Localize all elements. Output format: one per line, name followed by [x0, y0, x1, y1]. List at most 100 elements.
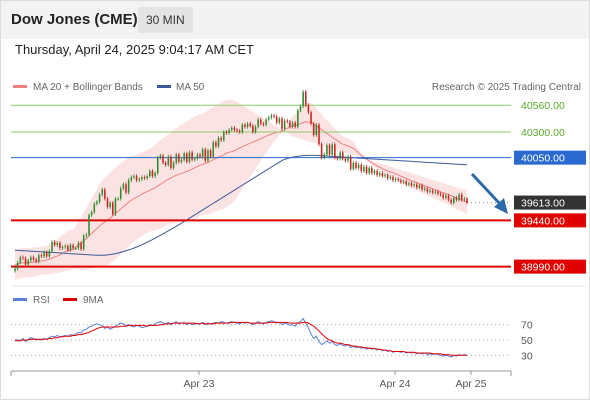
- candle-body-14: [51, 241, 53, 252]
- candle-body-59: [170, 156, 172, 168]
- candle-body-160: [437, 191, 439, 194]
- candle-body-72: [204, 149, 207, 161]
- candle-body-162: [442, 194, 444, 198]
- candle-body-91: [254, 126, 257, 132]
- bollinger-legend-label: MA 20 + Bollinger Bands: [33, 82, 143, 93]
- candle-body-15: [53, 241, 56, 246]
- candle-body-44: [130, 177, 133, 181]
- rsi-ma-legend-label: 9MA: [83, 295, 104, 306]
- x-label-0: Apr 23: [184, 378, 215, 390]
- candle-body-40: [119, 188, 122, 199]
- bollinger-legend-swatch: [13, 85, 27, 88]
- candle-body-132: [363, 166, 365, 172]
- level-label-3: 39613.00: [521, 198, 565, 210]
- candle-body-121: [334, 144, 336, 158]
- candle-body-120: [331, 144, 333, 155]
- candle-body-115: [318, 124, 320, 145]
- candle-body-77: [217, 138, 220, 147]
- candle-body-144: [394, 179, 397, 181]
- candle-body-153: [418, 185, 421, 188]
- rsi-tick-1: 50: [521, 335, 533, 347]
- instrument-title: Dow Jones (CME): [11, 11, 138, 28]
- candle-body-79: [223, 131, 225, 141]
- candle-body-68: [193, 158, 196, 160]
- ma50-legend-swatch: [157, 85, 171, 88]
- timestamp: Thursday, April 24, 2025 9:04:17 AM CET: [15, 42, 254, 57]
- level-label-0: 40560.00: [521, 100, 565, 112]
- candle-body-158: [431, 190, 434, 193]
- candle-body-129: [355, 162, 357, 168]
- candle-body-148: [405, 181, 407, 185]
- candle-body-118: [326, 145, 328, 155]
- candle-body-51: [149, 171, 151, 177]
- candle-body-119: [328, 145, 331, 155]
- candle-body-8: [35, 259, 37, 262]
- level-label-2: 40050.00: [521, 153, 565, 165]
- candle-body-138: [378, 173, 381, 176]
- x-label-1: Apr 24: [380, 378, 411, 390]
- candle-body-90: [252, 125, 254, 132]
- candle-body-5: [27, 260, 30, 265]
- candle-body-69: [196, 154, 199, 159]
- candle-body-60: [172, 162, 175, 168]
- rsi-ma-line: [15, 321, 467, 356]
- forecast-arrow-head: [494, 198, 508, 214]
- candle-body-9: [38, 255, 40, 262]
- level-tag-2: [514, 150, 586, 165]
- candle-body-112: [310, 112, 312, 124]
- candle-body-32: [98, 194, 101, 202]
- candle-body-30: [93, 203, 96, 213]
- candle-body-86: [241, 124, 244, 132]
- candle-body-52: [151, 171, 154, 177]
- candle-body-47: [138, 179, 141, 181]
- candle-body-22: [72, 245, 74, 249]
- interval-button[interactable]: 30 MIN: [138, 7, 193, 33]
- candle-body-4: [24, 258, 27, 265]
- candle-body-65: [186, 153, 188, 162]
- candle-body-169: [460, 194, 463, 200]
- candle-body-53: [154, 173, 156, 177]
- candle-body-168: [458, 194, 460, 200]
- candle-body-167: [455, 197, 458, 200]
- candle-body-24: [77, 242, 80, 249]
- candle-body-85: [238, 130, 241, 132]
- level-label-1: 40300.00: [521, 127, 565, 139]
- candle-body-92: [257, 119, 259, 127]
- candle-body-109: [302, 91, 304, 107]
- candle-body-104: [289, 121, 291, 127]
- candle-body-36: [109, 202, 111, 207]
- candle-body-128: [352, 162, 355, 169]
- ma20-line: [14, 121, 468, 266]
- candle-body-84: [236, 129, 238, 131]
- candle-body-170: [463, 198, 466, 200]
- candle-body-88: [246, 123, 249, 127]
- candle-body-42: [125, 184, 127, 193]
- candle-body-83: [233, 127, 236, 130]
- candle-body-49: [143, 177, 146, 179]
- candle-body-20: [67, 246, 69, 251]
- watermark: Research © 2025 Trading Central: [432, 82, 581, 93]
- x-axis: Apr 23 Apr 24 Apr 25: [10, 371, 512, 390]
- price-legend: MA 20 + Bollinger Bands MA 50 Research ©…: [13, 82, 581, 93]
- candle-body-126: [347, 156, 349, 161]
- candle-body-165: [450, 199, 452, 203]
- candle-body-113: [312, 123, 315, 136]
- candle-body-99: [275, 116, 278, 123]
- candle-body-87: [244, 124, 246, 127]
- candle-body-159: [434, 191, 437, 193]
- candle-body-17: [59, 242, 61, 249]
- candle-body-37: [112, 202, 114, 215]
- candle-body-67: [191, 152, 193, 160]
- candle-body-103: [286, 120, 289, 122]
- x-label-2: Apr 25: [456, 378, 487, 390]
- candle-body-7: [32, 257, 35, 260]
- candle-body-127: [349, 156, 352, 169]
- rsi-ma-legend-swatch: [63, 298, 77, 301]
- candle-body-48: [141, 177, 143, 180]
- candle-body-130: [357, 164, 360, 168]
- candle-body-31: [96, 201, 98, 204]
- candle-body-29: [90, 212, 93, 216]
- candle-body-139: [381, 173, 384, 177]
- candle-body-157: [429, 190, 431, 192]
- candle-body-10: [40, 255, 43, 257]
